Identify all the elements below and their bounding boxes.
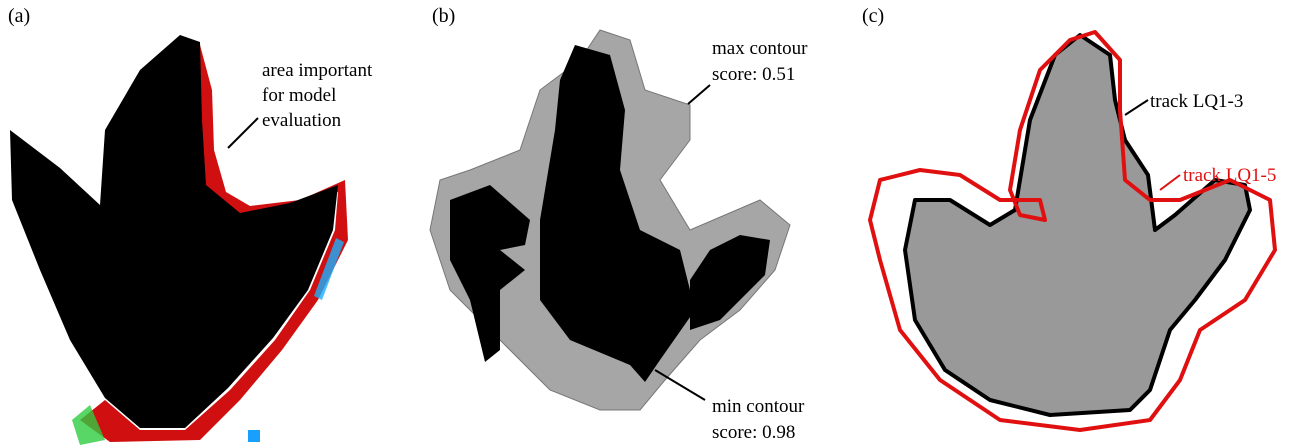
leader-line: [228, 118, 258, 148]
annotation: min contour: [712, 396, 805, 417]
figure: (a) area important for model evaluation …: [0, 0, 1300, 448]
panel-label: (a): [8, 5, 30, 27]
annotation: evaluation: [262, 110, 342, 131]
annotation: track LQ1-3: [1150, 91, 1243, 112]
annotation: track LQ1-5: [1183, 165, 1276, 186]
leader-line: [688, 85, 710, 104]
annotation: area important: [262, 60, 373, 81]
annotation: max contour: [712, 38, 808, 59]
leader-line: [655, 370, 705, 400]
annotation: for model: [262, 85, 336, 106]
leader-line: [1125, 100, 1148, 115]
panel-label: (b): [432, 5, 455, 27]
leader-line: [1160, 175, 1180, 190]
panel-label: (c): [862, 5, 884, 27]
annotation: score: 0.51: [712, 64, 795, 85]
heatmap-pixel: [248, 430, 260, 442]
annotation: score: 0.98: [712, 422, 795, 443]
